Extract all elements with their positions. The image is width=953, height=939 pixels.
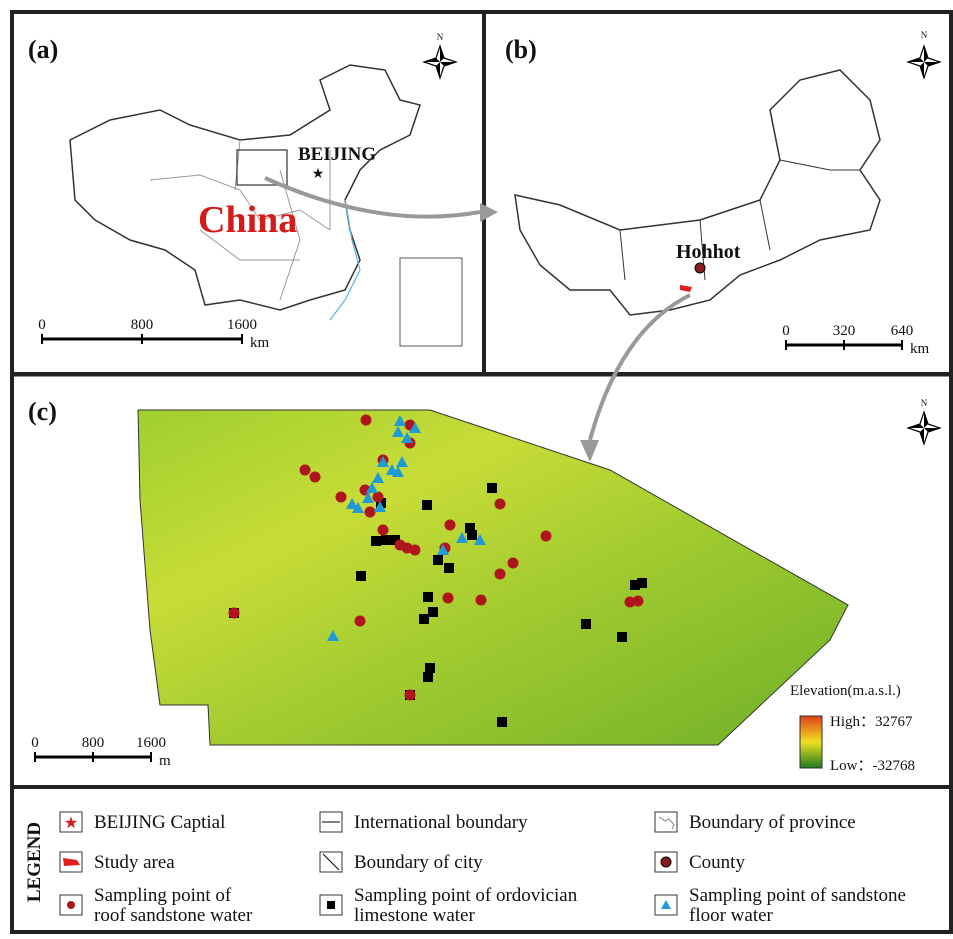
legend-label: limestone water	[354, 905, 475, 926]
limestone-point	[433, 555, 443, 565]
limestone-point	[467, 530, 477, 540]
legend-label: Boundary of city	[354, 852, 483, 873]
panel-label: (a)	[28, 35, 58, 64]
svg-text:★: ★	[312, 167, 325, 182]
legend-title: Elevation(m.a.s.l.)	[790, 683, 901, 699]
limestone-point	[356, 571, 366, 581]
legend-symbol	[327, 901, 335, 909]
legend-symbol: ★	[64, 815, 78, 832]
sandstone-roof-point	[405, 690, 416, 701]
north-label: N	[437, 32, 444, 42]
legend-symbol	[661, 857, 671, 867]
limestone-point	[419, 614, 429, 624]
scale-label: 1600	[136, 735, 166, 751]
inner-mongolia-map	[515, 70, 880, 462]
limestone-point	[497, 717, 507, 727]
sandstone-roof-point	[229, 608, 240, 619]
sandstone-roof-point	[336, 492, 347, 503]
limestone-point	[637, 578, 647, 588]
north-arrow	[908, 46, 940, 78]
legend-label: Sampling point of sandstone	[689, 885, 906, 906]
panel-label: (c)	[28, 397, 57, 426]
elevation-ramp	[800, 716, 822, 768]
legend-label: floor water	[689, 905, 774, 926]
high-label: High：32767	[830, 714, 913, 730]
scale-unit: km	[250, 335, 270, 351]
legend-label: Study area	[94, 852, 175, 873]
north-arrow	[908, 412, 940, 444]
north-label: N	[921, 398, 928, 408]
sandstone-roof-point	[300, 465, 311, 476]
country-label: China	[198, 199, 297, 241]
sandstone-roof-point	[443, 593, 454, 604]
limestone-point	[422, 500, 432, 510]
study-area-terrain	[138, 410, 848, 745]
panel-label: (b)	[505, 35, 537, 64]
scale-unit: km	[910, 341, 930, 357]
legend-symbol	[67, 901, 75, 909]
sandstone-roof-point	[495, 499, 506, 510]
sandstone-roof-point	[378, 525, 389, 536]
sandstone-roof-point	[355, 616, 366, 627]
sandstone-roof-point	[310, 472, 321, 483]
place-label: Hohhot	[676, 241, 741, 263]
limestone-point	[487, 483, 497, 493]
legend-label: roof sandstone water	[94, 905, 253, 926]
sandstone-roof-point	[410, 545, 421, 556]
legend-title: LEGEND	[24, 822, 45, 902]
scale-label: 0	[782, 323, 790, 339]
limestone-point	[581, 619, 591, 629]
limestone-point	[617, 632, 627, 642]
sandstone-roof-point	[541, 531, 552, 542]
sandstone-roof-point	[633, 596, 644, 607]
sandstone-roof-point	[508, 558, 519, 569]
scale-unit: m	[159, 753, 171, 769]
figure: ★ N N N (a) (b) (c) BEIJING China Hohhot…	[0, 0, 953, 934]
sandstone-roof-point	[476, 595, 487, 606]
sandstone-roof-point	[445, 520, 456, 531]
legend-label: County	[689, 852, 745, 873]
sandstone-roof-point	[365, 507, 376, 518]
scale-label: 640	[891, 323, 914, 339]
low-label: Low：-32768	[830, 758, 915, 774]
limestone-point	[371, 536, 381, 546]
legend-label: Sampling point of	[94, 885, 232, 906]
legend-label: Sampling point of ordovician	[354, 885, 578, 906]
scale-label: 800	[82, 735, 105, 751]
limestone-point	[425, 663, 435, 673]
legend-label: International boundary	[354, 812, 528, 833]
legend-box	[655, 812, 677, 832]
limestone-point	[381, 535, 391, 545]
scale-label: 320	[833, 323, 856, 339]
sandstone-roof-point	[373, 492, 384, 503]
limestone-point	[428, 607, 438, 617]
limestone-point	[423, 672, 433, 682]
limestone-point	[444, 563, 454, 573]
sandstone-roof-point	[361, 415, 372, 426]
sandstone-roof-point	[495, 569, 506, 580]
legend-label: BEIJING Captial	[94, 812, 225, 833]
scale-label: 800	[131, 317, 154, 333]
scale-label: 1600	[227, 317, 257, 333]
place-label: BEIJING	[298, 144, 376, 165]
scale-label: 0	[31, 735, 39, 751]
limestone-point	[423, 592, 433, 602]
scale-label: 0	[38, 317, 46, 333]
north-arrow	[424, 46, 456, 78]
north-label: N	[921, 30, 928, 40]
legend-label: Boundary of province	[689, 812, 856, 833]
